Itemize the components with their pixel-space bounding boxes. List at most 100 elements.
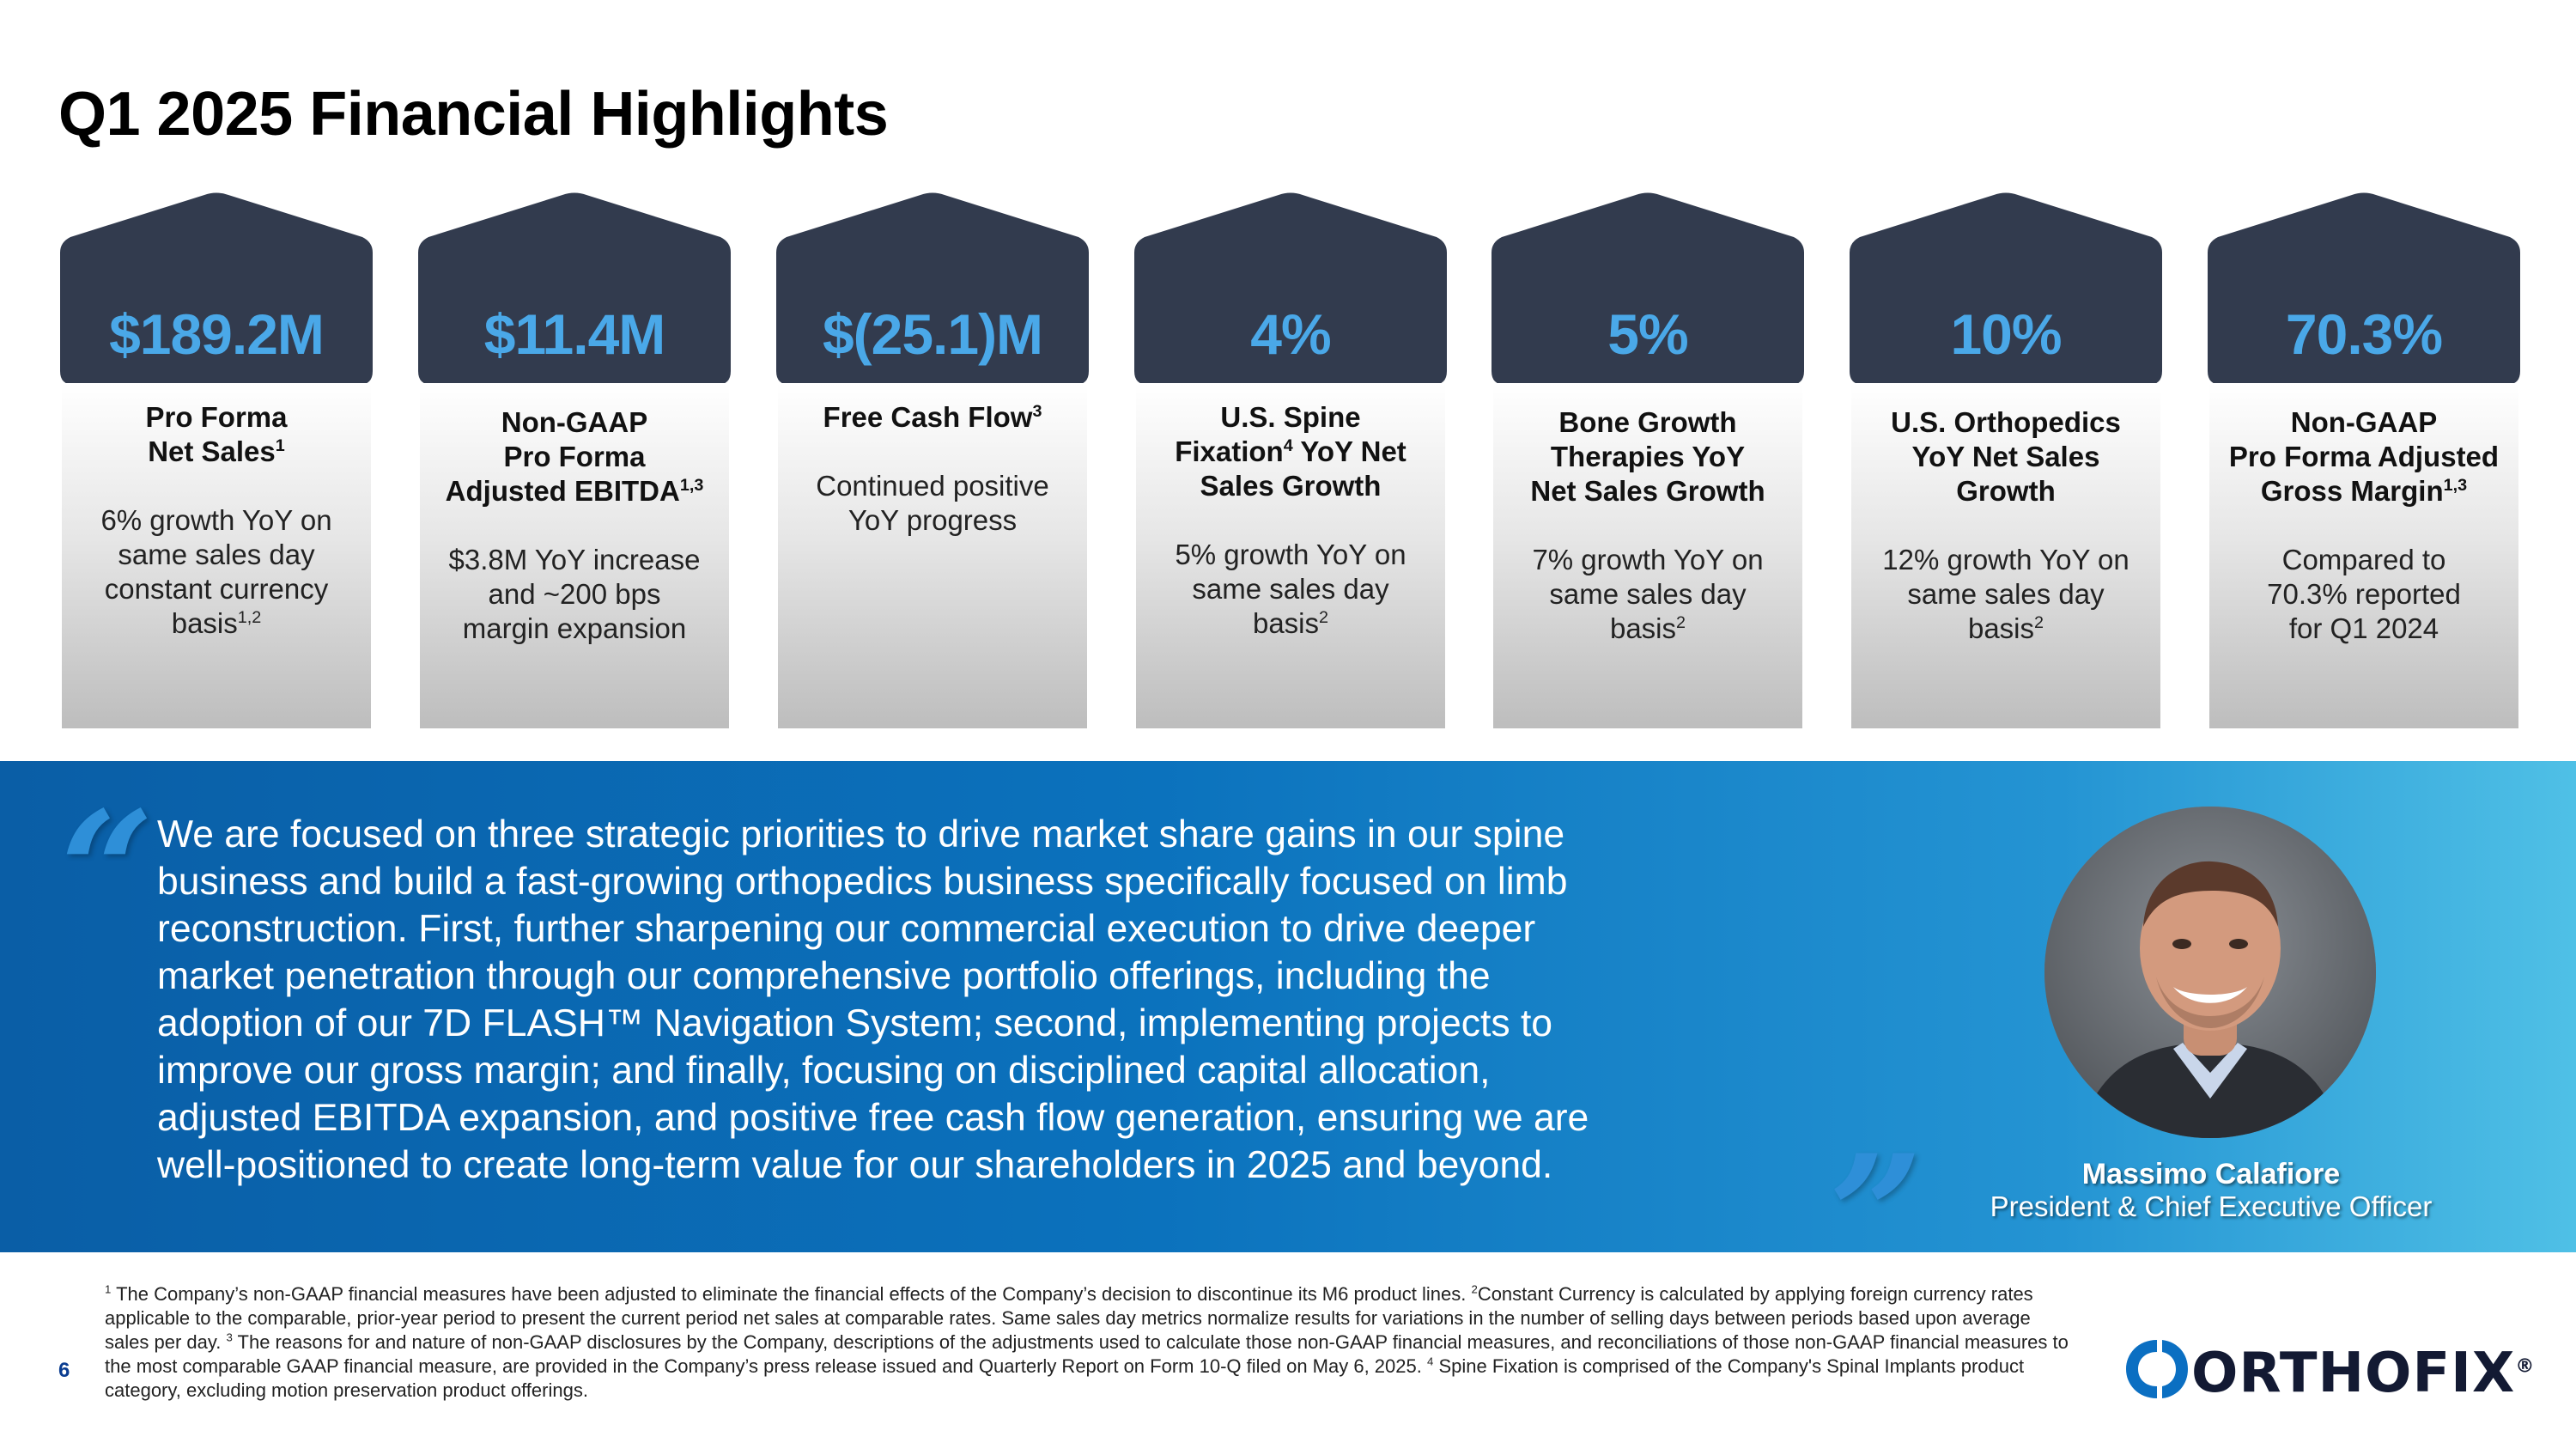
- card-label: Non-GAAP Pro Forma Adjusted Gross Margin1,…: [2209, 405, 2518, 508]
- card-body: U.S. Orthopedics YoY Net Sales Growth 12% g…: [1851, 383, 2160, 728]
- card-description-line: Continued positive: [816, 470, 1049, 502]
- card-label-line: Growth: [1956, 475, 2056, 507]
- card-label-footnote: 1,3: [679, 476, 704, 495]
- card-description-line: 5% growth YoY on: [1175, 539, 1406, 570]
- card-body: Non-GAAP Pro Forma Adjusted Gross Margin1,…: [2209, 383, 2518, 728]
- card-label-line: U.S. Orthopedics: [1891, 406, 2121, 438]
- card-description: 5% growth YoY on same sales day basis2: [1136, 538, 1445, 641]
- highlight-cards: $189.2M Pro Forma Net Sales1 6% growth YoY …: [60, 192, 2520, 728]
- card-description: 12% growth YoY on same sales day basis2: [1851, 543, 2160, 646]
- card-description-line: 7% growth YoY on: [1532, 544, 1764, 575]
- footnote-2-text: Constant Currency is calculated by apply…: [105, 1283, 2033, 1353]
- card-label-line: U.S. Spine: [1220, 401, 1361, 433]
- card-label-footnote: 1,3: [2443, 476, 2468, 495]
- card-label-line: Non-GAAP: [2290, 406, 2438, 438]
- highlight-card: $189.2M Pro Forma Net Sales1 6% growth YoY …: [60, 192, 373, 728]
- quote-line: adjusted EBITDA expansion, and positive …: [157, 1097, 1589, 1139]
- highlight-card: 5% Bone Growth Therapies YoY Net Sales Grow…: [1492, 192, 1804, 728]
- card-description-footnote: 2: [1676, 613, 1686, 632]
- executive-name: Massimo Calafiore: [2081, 1158, 2341, 1190]
- footnote-2-marker: 2: [1471, 1282, 1478, 1296]
- card-label: Non-GAAP Pro Forma Adjusted EBITDA1,3: [420, 405, 729, 508]
- card-label-line: Net Sales Growth: [1530, 475, 1765, 507]
- card-roof-shape: [60, 192, 373, 385]
- card-label: Free Cash Flow3: [778, 400, 1087, 435]
- card-description-line: constant currency: [104, 573, 329, 605]
- card-description-line: for Q1 2024: [2288, 612, 2439, 644]
- card-description-line: $3.8M YoY increase: [448, 544, 701, 575]
- card-description-line: basis: [1967, 612, 2035, 644]
- card-label: U.S. Orthopedics YoY Net Sales Growth: [1851, 405, 2160, 508]
- card-description-line: 70.3% reported: [2267, 578, 2461, 610]
- quote-line: improve our gross margin; and finally, f…: [157, 1050, 1491, 1092]
- card-description-line: Compared to: [2281, 544, 2446, 575]
- footnote-1-text: The Company’s non-GAAP financial measure…: [116, 1283, 1467, 1305]
- card-description-line: 12% growth YoY on: [1882, 544, 2129, 575]
- quote-line: well-positioned to create long-term valu…: [157, 1144, 1553, 1186]
- card-metric: $11.4M: [483, 302, 666, 366]
- card-body: Free Cash Flow3 Continued positive YoY pro…: [778, 383, 1087, 728]
- card-label-footnote: 3: [1032, 402, 1042, 421]
- card-label: Bone Growth Therapies YoY Net Sales Growth: [1493, 405, 1802, 508]
- highlight-card: 4% U.S. Spine Fixation4 YoY Net Sales Growt…: [1134, 192, 1447, 728]
- footnote-1-marker: 1: [105, 1282, 112, 1296]
- card-label: U.S. Spine Fixation4 YoY Net Sales Growth: [1136, 400, 1445, 503]
- card-description-line: basis: [1609, 612, 1677, 644]
- footnote-3-text: The reasons for and nature of non-GAAP d…: [105, 1331, 2069, 1377]
- card-metric: 5%: [1607, 302, 1688, 366]
- card-description: 6% growth YoY on same sales day constant c…: [62, 503, 371, 641]
- card-description-footnote: 2: [1319, 608, 1329, 627]
- card-description-footnote: 2: [2034, 613, 2044, 632]
- footnote-4-marker: 4: [1426, 1355, 1434, 1368]
- card-roof-shape: [1850, 192, 2162, 385]
- card-label-line: YoY Net Sales: [1911, 441, 2100, 472]
- card-description-line: and ~200 bps: [488, 578, 661, 610]
- card-description-footnote: 1,2: [237, 608, 262, 627]
- quote-line: business and build a fast-growing orthop…: [157, 861, 1568, 903]
- page-number: 6: [58, 1359, 70, 1382]
- highlight-card: $11.4M Non-GAAP Pro Forma Adjusted EBITDA1,…: [418, 192, 731, 728]
- highlight-card: 70.3% Non-GAAP Pro Forma Adjusted Gross Mar…: [2208, 192, 2520, 728]
- card-label-line: Net Sales: [148, 435, 276, 467]
- highlight-card: 10% U.S. Orthopedics YoY Net Sales Growth 12…: [1850, 192, 2162, 728]
- card-description-line: basis: [171, 607, 238, 639]
- card-label-footnote: 1: [275, 436, 285, 455]
- card-body: Non-GAAP Pro Forma Adjusted EBITDA1,3 $3.8M…: [420, 383, 729, 728]
- card-description-line: basis: [1252, 607, 1320, 639]
- card-label-line: Non-GAAP: [501, 406, 648, 438]
- orthofix-logo: ORTHOFIX®: [2123, 1335, 2534, 1405]
- card-body: U.S. Spine Fixation4 YoY Net Sales Growth 5…: [1136, 383, 1445, 728]
- card-description: Compared to 70.3% reported for Q1 2024: [2209, 543, 2518, 646]
- card-label-footnote: 4: [1283, 436, 1293, 455]
- card-description: $3.8M YoY increase and ~200 bps margin exp…: [420, 543, 729, 646]
- card-label: Pro Forma Net Sales1: [62, 400, 371, 469]
- card-metric: $189.2M: [109, 302, 325, 366]
- card-label-line: Bone Growth: [1558, 406, 1737, 438]
- card-label-line: Free Cash Flow: [823, 401, 1033, 433]
- card-description: 7% growth YoY on same sales day basis2: [1493, 543, 1802, 646]
- card-description: Continued positive YoY progress: [778, 469, 1087, 538]
- logo-registered-mark: ®: [2515, 1355, 2536, 1378]
- page-title: Q1 2025 Financial Highlights: [58, 80, 889, 149]
- card-label-line: Pro Forma: [503, 441, 646, 472]
- card-roof-shape: [2208, 192, 2520, 385]
- card-metric: 10%: [1950, 302, 2062, 366]
- card-body: Bone Growth Therapies YoY Net Sales Growth…: [1493, 383, 1802, 728]
- quote-line: adoption of our 7D FLASH™ Navigation Sys…: [157, 1002, 1553, 1044]
- close-quote-mark: ”: [1829, 1119, 1923, 1311]
- logo-text: ORTHOFIX: [2191, 1342, 2516, 1405]
- card-description-line: same sales day: [1192, 573, 1389, 605]
- quote-line: We are focused on three strategic priori…: [157, 813, 1565, 855]
- card-description-line: YoY progress: [848, 504, 1018, 536]
- ceo-quote: We are focused on three strategic priori…: [157, 811, 1840, 1189]
- card-label-line: YoY Net: [1300, 435, 1406, 467]
- card-label-line: Gross Margin: [2260, 475, 2444, 507]
- executive-title: President & Chief Executive Officer: [1990, 1190, 2433, 1222]
- orthofix-logo-mark-icon: [2126, 1340, 2188, 1398]
- card-description-line: same sales day: [118, 539, 315, 570]
- card-metric: $(25.1)M: [822, 302, 1043, 366]
- footnotes: 1 The Company’s non-GAAP financial measu…: [105, 1282, 2071, 1403]
- card-description-line: margin expansion: [462, 612, 687, 644]
- card-body: Pro Forma Net Sales1 6% growth YoY on same …: [62, 383, 371, 728]
- card-label-line: Therapies YoY: [1550, 441, 1746, 472]
